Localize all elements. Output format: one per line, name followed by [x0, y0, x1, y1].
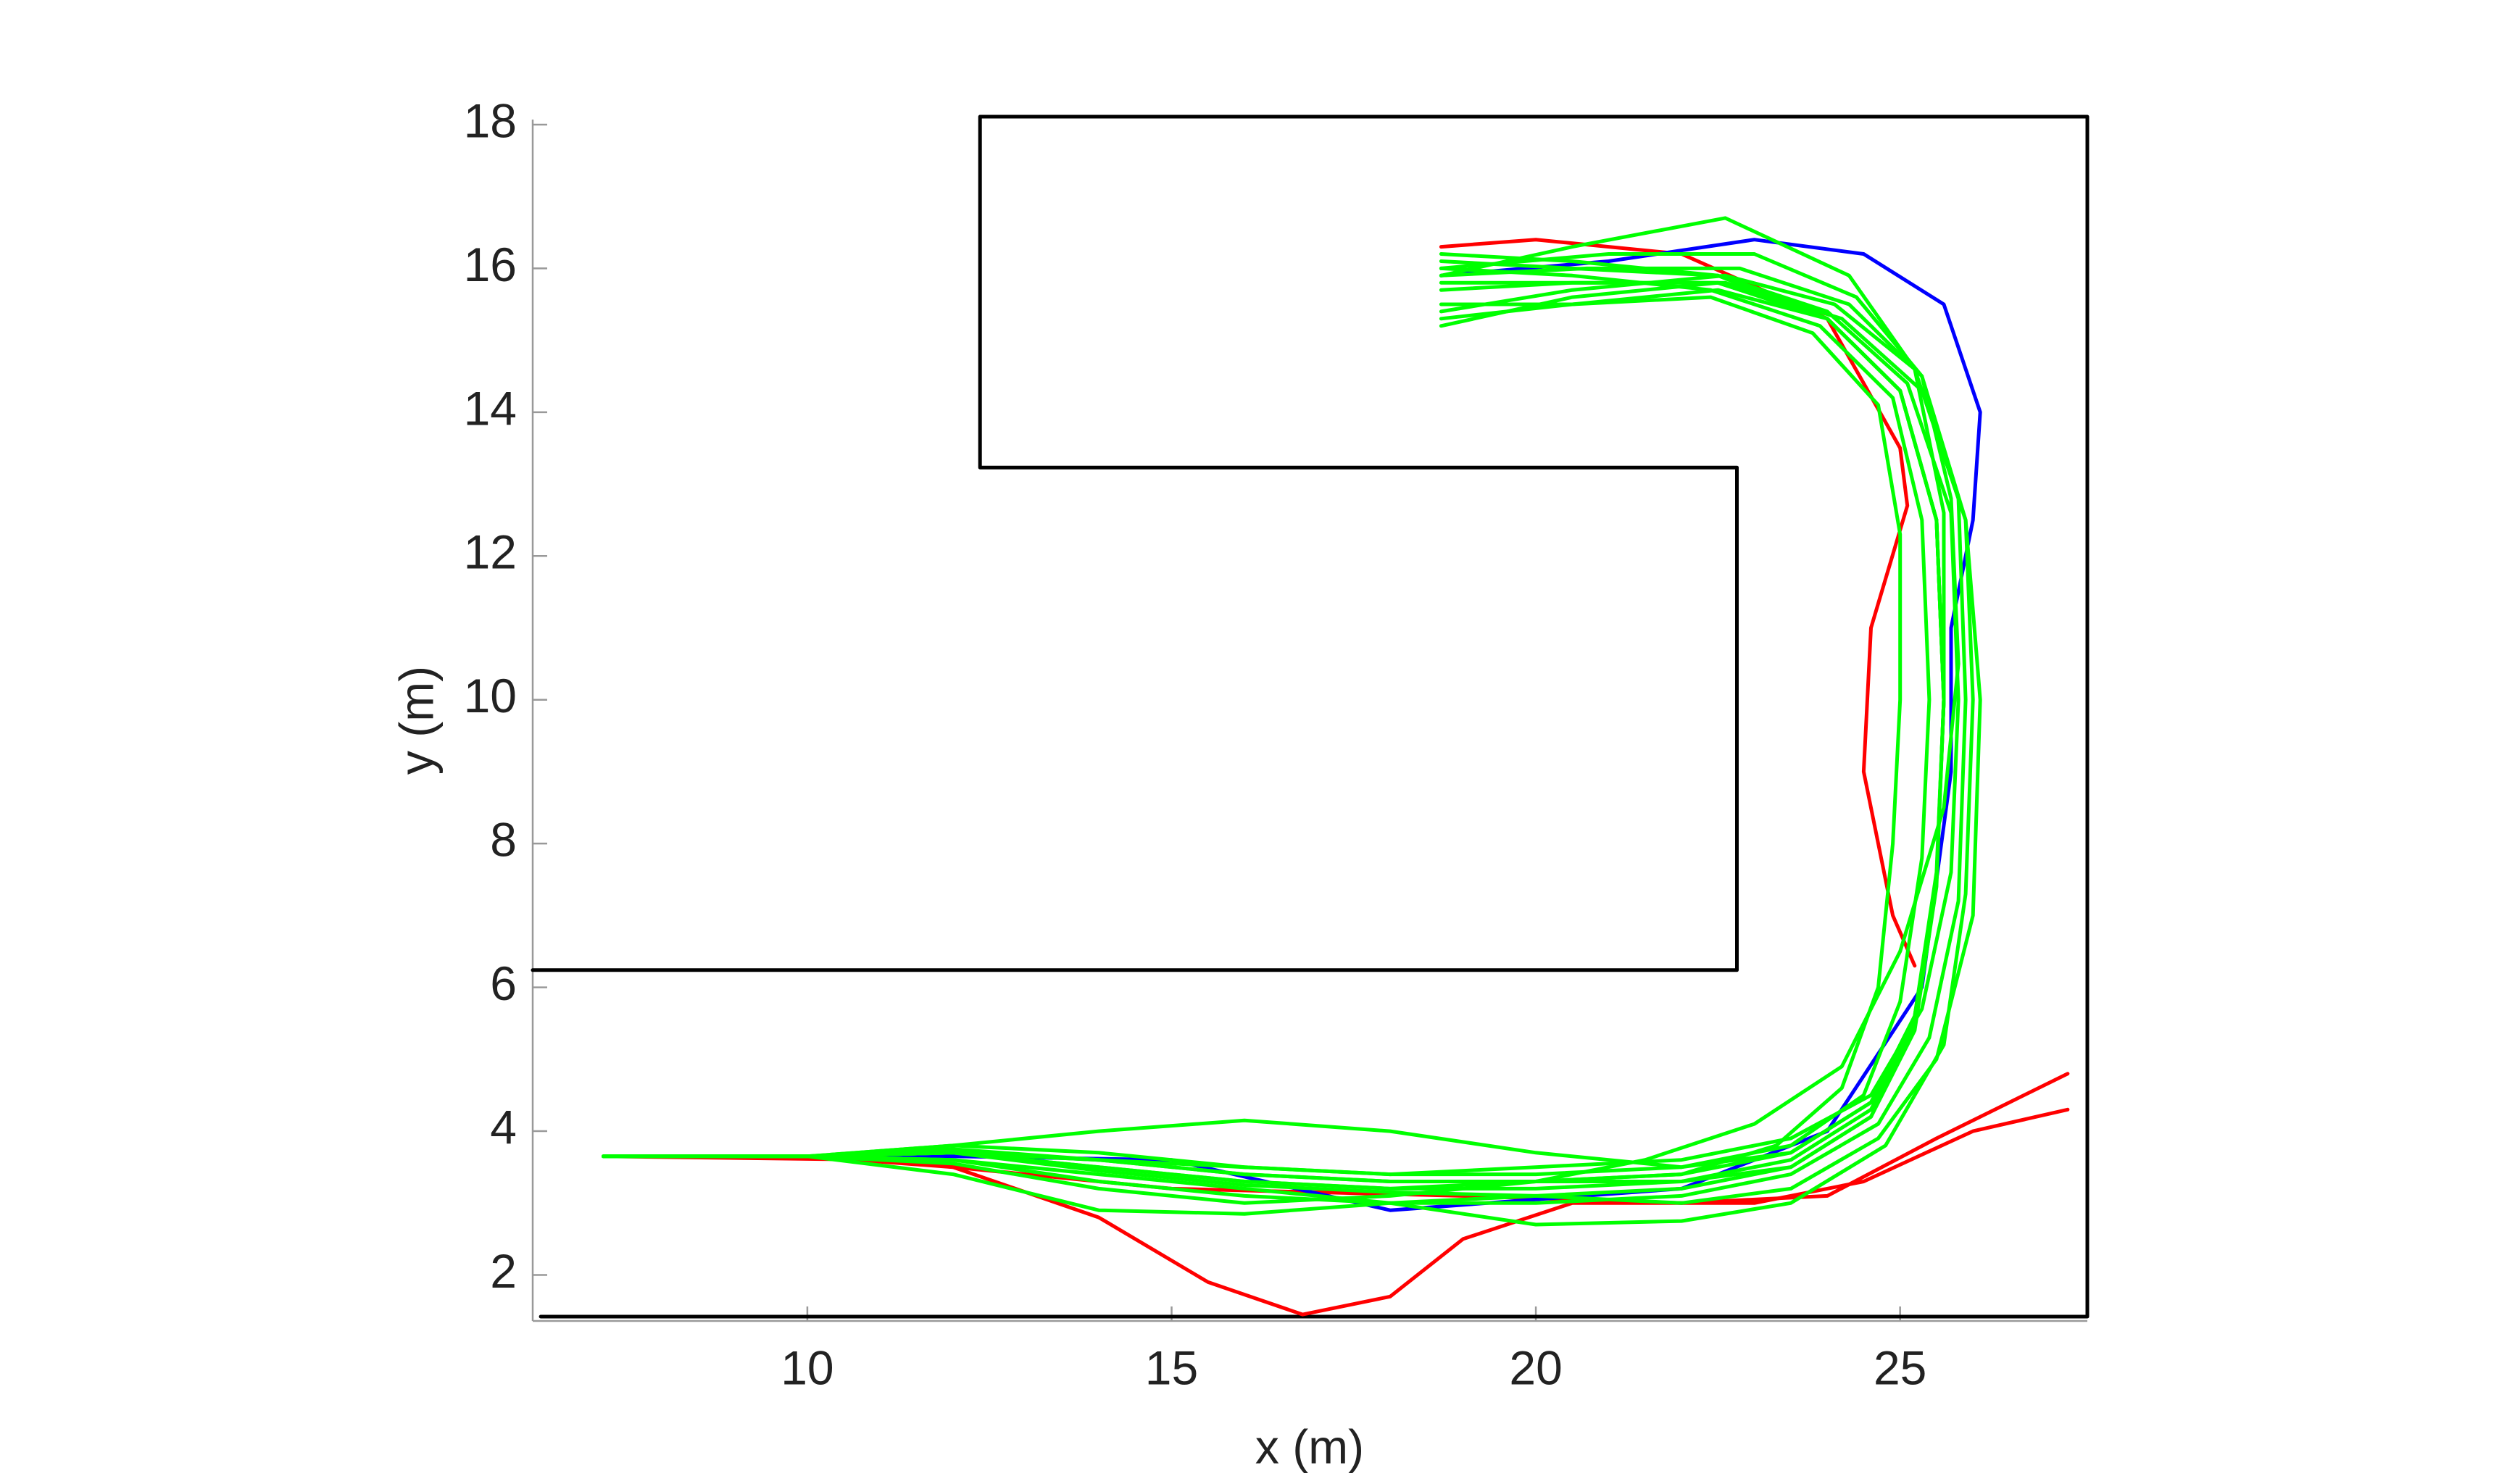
trajectory [602, 266, 1932, 1177]
x-tick-label: 20 [1509, 1341, 1562, 1394]
trajectory [602, 288, 1946, 1205]
y-axis-label: y (m) [389, 666, 443, 775]
trajectory [602, 216, 1946, 1183]
y-tick-label: 6 [490, 956, 517, 1010]
y-tick-label: 2 [490, 1244, 517, 1298]
trajectory [602, 1072, 2070, 1205]
trajectory [602, 280, 1946, 1216]
x-axis-label: x (m) [1255, 1420, 1364, 1473]
trajectory [602, 252, 1960, 1191]
y-tick-label: 14 [464, 381, 517, 435]
y-tick-label: 18 [464, 93, 517, 147]
trajectory [602, 280, 1975, 1227]
trajectory [602, 295, 1903, 1183]
trajectory [602, 280, 1946, 1191]
x-tick-label: 10 [781, 1341, 833, 1394]
y-tick-label: 8 [490, 813, 517, 867]
trajectory [602, 259, 1946, 1170]
y-tick-label: 12 [464, 525, 517, 579]
trajectory [1439, 238, 1917, 968]
trajectory [602, 238, 1982, 1212]
y-tick-label: 16 [464, 238, 517, 291]
y-tick-label: 4 [490, 1100, 517, 1154]
trajectory [602, 266, 1982, 1205]
x-tick-label: 15 [1145, 1341, 1198, 1394]
trajectory [531, 114, 2090, 1319]
x-tick-label: 25 [1874, 1341, 1926, 1394]
y-tick-label: 10 [464, 669, 517, 722]
trajectory [602, 273, 1968, 1205]
trajectory [602, 252, 1960, 1177]
